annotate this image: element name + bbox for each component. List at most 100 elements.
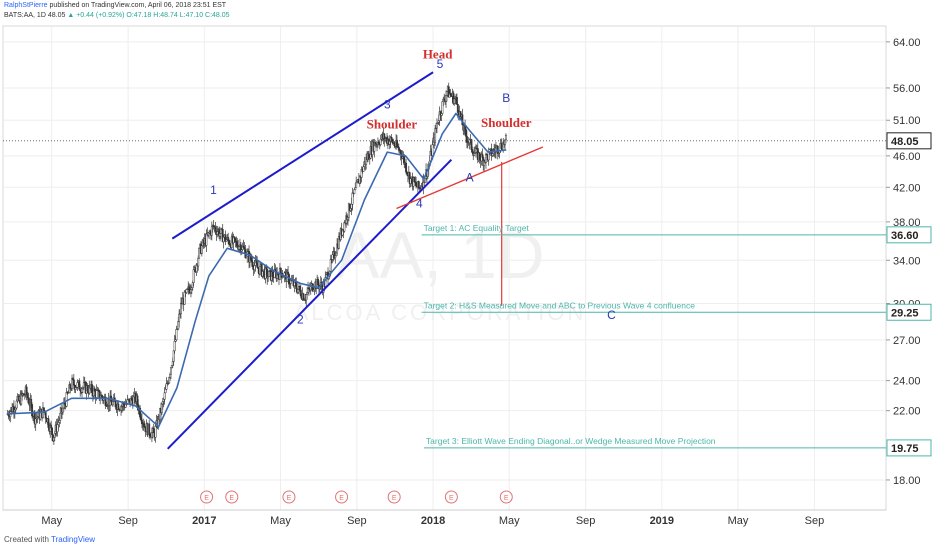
x-tick-label: Sep [576, 515, 596, 527]
candle-body [473, 153, 476, 156]
candle-body [122, 403, 125, 406]
candle-body [91, 384, 93, 393]
candle-body [415, 181, 418, 186]
candle-body [306, 292, 309, 295]
y-tick-label: 34.00 [893, 255, 921, 267]
pattern-label: Head [423, 46, 453, 61]
candle-body [101, 395, 103, 398]
candle-body [453, 98, 456, 104]
candle-body [255, 260, 258, 264]
candle-body [192, 269, 195, 283]
candle-body [388, 141, 391, 145]
neckline [396, 146, 544, 210]
y-tick-label: 42.00 [893, 182, 921, 194]
x-tick-label: Sep [805, 515, 825, 527]
x-tick-label: 2018 [421, 515, 445, 527]
earnings-letter: E [449, 495, 454, 502]
price-value: 48.05 [47, 12, 66, 19]
candle-body [219, 233, 221, 237]
candle-body [165, 383, 168, 390]
candle-body [335, 252, 338, 257]
candle-body [441, 101, 444, 114]
candle-body [124, 404, 127, 408]
y-tick-label: 18.00 [893, 475, 921, 487]
earnings-circle [444, 490, 458, 504]
candle-body [251, 261, 254, 268]
candle-body [31, 404, 34, 417]
candle-body [261, 271, 264, 277]
candle-body [65, 391, 68, 407]
symbol-label: BATS:AA, 1D [4, 12, 46, 19]
candle-body [496, 146, 499, 154]
candle-body [355, 182, 358, 188]
candle-body [114, 401, 117, 408]
candle-body [456, 104, 459, 113]
candle-body [170, 365, 173, 369]
candle-body [210, 226, 213, 236]
candle-body [98, 389, 101, 399]
ma-line [7, 112, 507, 428]
x-tick-label: May [41, 515, 62, 527]
candle-body [58, 420, 61, 423]
candle-body [465, 129, 467, 137]
symbol-line: BATS:AA, 1D 48.05 ▲ +0.44 (+0.92%) O:47.… [4, 12, 230, 19]
made-with: Created with TradingView [4, 535, 95, 544]
earnings-marker: E [200, 490, 214, 504]
candle-body [393, 142, 396, 146]
candle-body [500, 142, 503, 149]
candle-body [256, 262, 259, 268]
candle-body [173, 341, 176, 352]
candle-body [238, 246, 241, 250]
target-price-box-bg [886, 303, 932, 321]
author-link[interactable]: RalphStPierre [4, 2, 48, 9]
candle-body [471, 149, 474, 153]
tradingview-logo[interactable]: TradingView [51, 535, 96, 544]
candle-body [487, 151, 490, 161]
candle-body [26, 394, 29, 398]
candle-body [191, 282, 194, 288]
candle-body [413, 177, 416, 183]
candle-body [391, 139, 394, 144]
publish-info: published on TradingView.com, April 06, … [49, 2, 227, 9]
candle-body [343, 222, 346, 232]
last-price-box-bg [886, 132, 932, 150]
candle-body [198, 247, 201, 259]
candle-body [287, 271, 290, 275]
candle-body [295, 282, 298, 290]
target-price-box-bg [886, 439, 932, 457]
target-price-box-bg [886, 226, 932, 244]
candle-body [504, 134, 507, 141]
target-price-box-text: 29.25 [891, 307, 919, 319]
publish-line: RalphStPierre published on TradingView.c… [4, 2, 226, 9]
candle-body [197, 257, 200, 267]
candle-body [379, 138, 382, 145]
x-tick-label: Sep [118, 515, 138, 527]
candle-body [130, 397, 133, 401]
earnings-marker: E [499, 490, 513, 504]
candle-body [78, 380, 81, 390]
candle-body [417, 181, 420, 189]
earnings-circle [387, 490, 401, 504]
target-label: Target 1: AC Equality Target [424, 223, 530, 233]
earnings-marker: E [335, 490, 349, 504]
y-tick-label: 22.00 [893, 406, 921, 418]
candle-body [445, 91, 448, 96]
candle-body [478, 152, 481, 160]
candle-body [162, 399, 165, 402]
target-price-box: 19.75 [886, 439, 932, 457]
candle-body [435, 123, 438, 129]
candle-body [298, 285, 301, 291]
earnings-marker: E [387, 490, 401, 504]
x-tick-label: Sep [347, 515, 367, 527]
candle-body [95, 390, 98, 398]
candle-body [51, 427, 54, 436]
last-price-box-text: 48.05 [891, 136, 919, 148]
footer: Created with TradingView [0, 530, 932, 550]
candle-body [142, 423, 145, 427]
candle-body [200, 245, 203, 254]
candle-body [57, 422, 60, 425]
candle-body [15, 400, 18, 409]
